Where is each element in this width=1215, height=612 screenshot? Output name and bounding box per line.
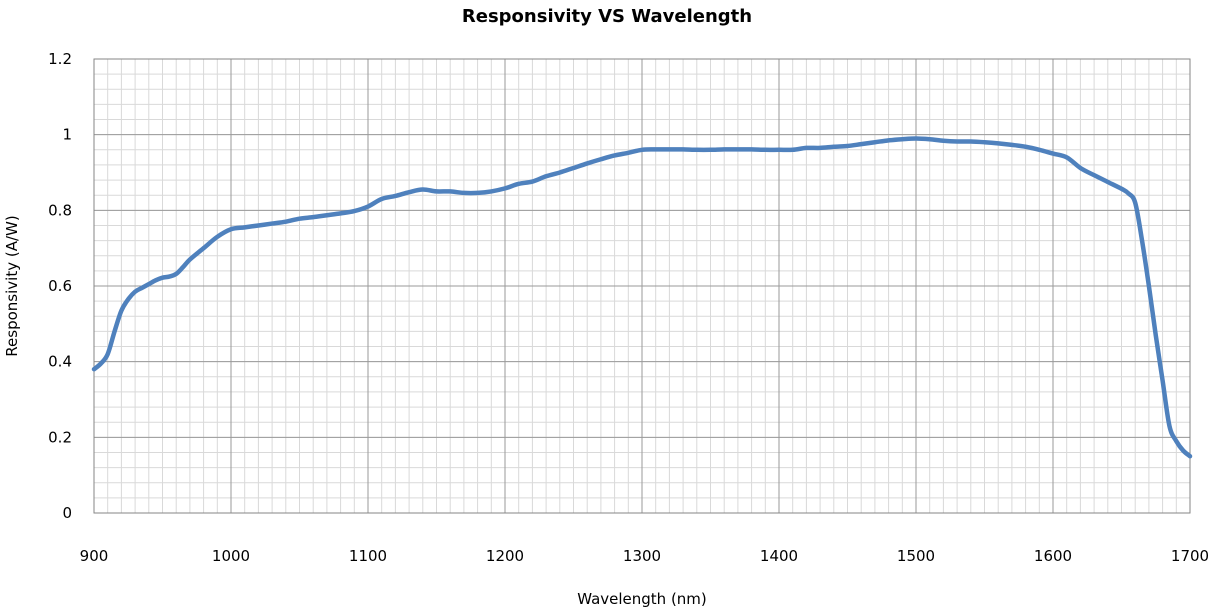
x-tick-label: 1300 [623, 547, 661, 565]
series-layer [91, 136, 1193, 459]
y-tick-label: 1 [62, 126, 72, 144]
y-tick-labels: 0 0.2 0.4 0.6 0.8 1 1.2 [48, 50, 72, 522]
x-tick-label: 1700 [1171, 547, 1209, 565]
plot-area-border [93, 58, 1191, 514]
chart-title: Responsivity VS Wavelength [462, 6, 752, 27]
x-tick-label: 900 [80, 547, 109, 565]
y-tick-label: 0.6 [48, 277, 72, 295]
y-tick-label: 0.8 [48, 201, 72, 219]
x-tick-label: 1500 [897, 547, 935, 565]
x-axis-title: Wavelength (nm) [577, 590, 707, 608]
y-axis-title: Responsivity (A/W) [3, 215, 21, 356]
x-tick-label: 1000 [212, 547, 250, 565]
x-tick-label: 1400 [760, 547, 798, 565]
y-tick-label: 0.2 [48, 428, 72, 446]
x-tick-label: 1600 [1034, 547, 1072, 565]
y-tick-label: 0.4 [48, 353, 72, 371]
x-tick-label: 1200 [486, 547, 524, 565]
x-tick-labels: 900 1000 1100 1200 1300 1400 1500 1600 1700 [80, 547, 1209, 565]
responsivity-series-line [91, 136, 1193, 459]
x-tick-label: 1100 [349, 547, 387, 565]
y-tick-label: 1.2 [48, 50, 72, 68]
y-tick-label: 0 [62, 504, 72, 522]
